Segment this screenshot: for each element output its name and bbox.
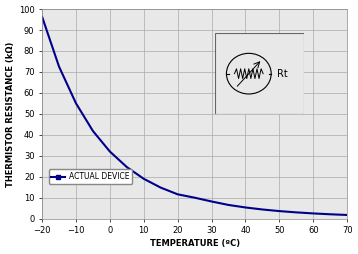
Legend: ACTUAL DEVICE: ACTUAL DEVICE [49, 169, 132, 184]
X-axis label: TEMPERATURE (ºC): TEMPERATURE (ºC) [150, 240, 240, 248]
Y-axis label: THERMISTOR RESISTANCE (kΩ): THERMISTOR RESISTANCE (kΩ) [6, 41, 15, 186]
FancyBboxPatch shape [215, 34, 304, 114]
Text: Rt: Rt [277, 69, 288, 79]
